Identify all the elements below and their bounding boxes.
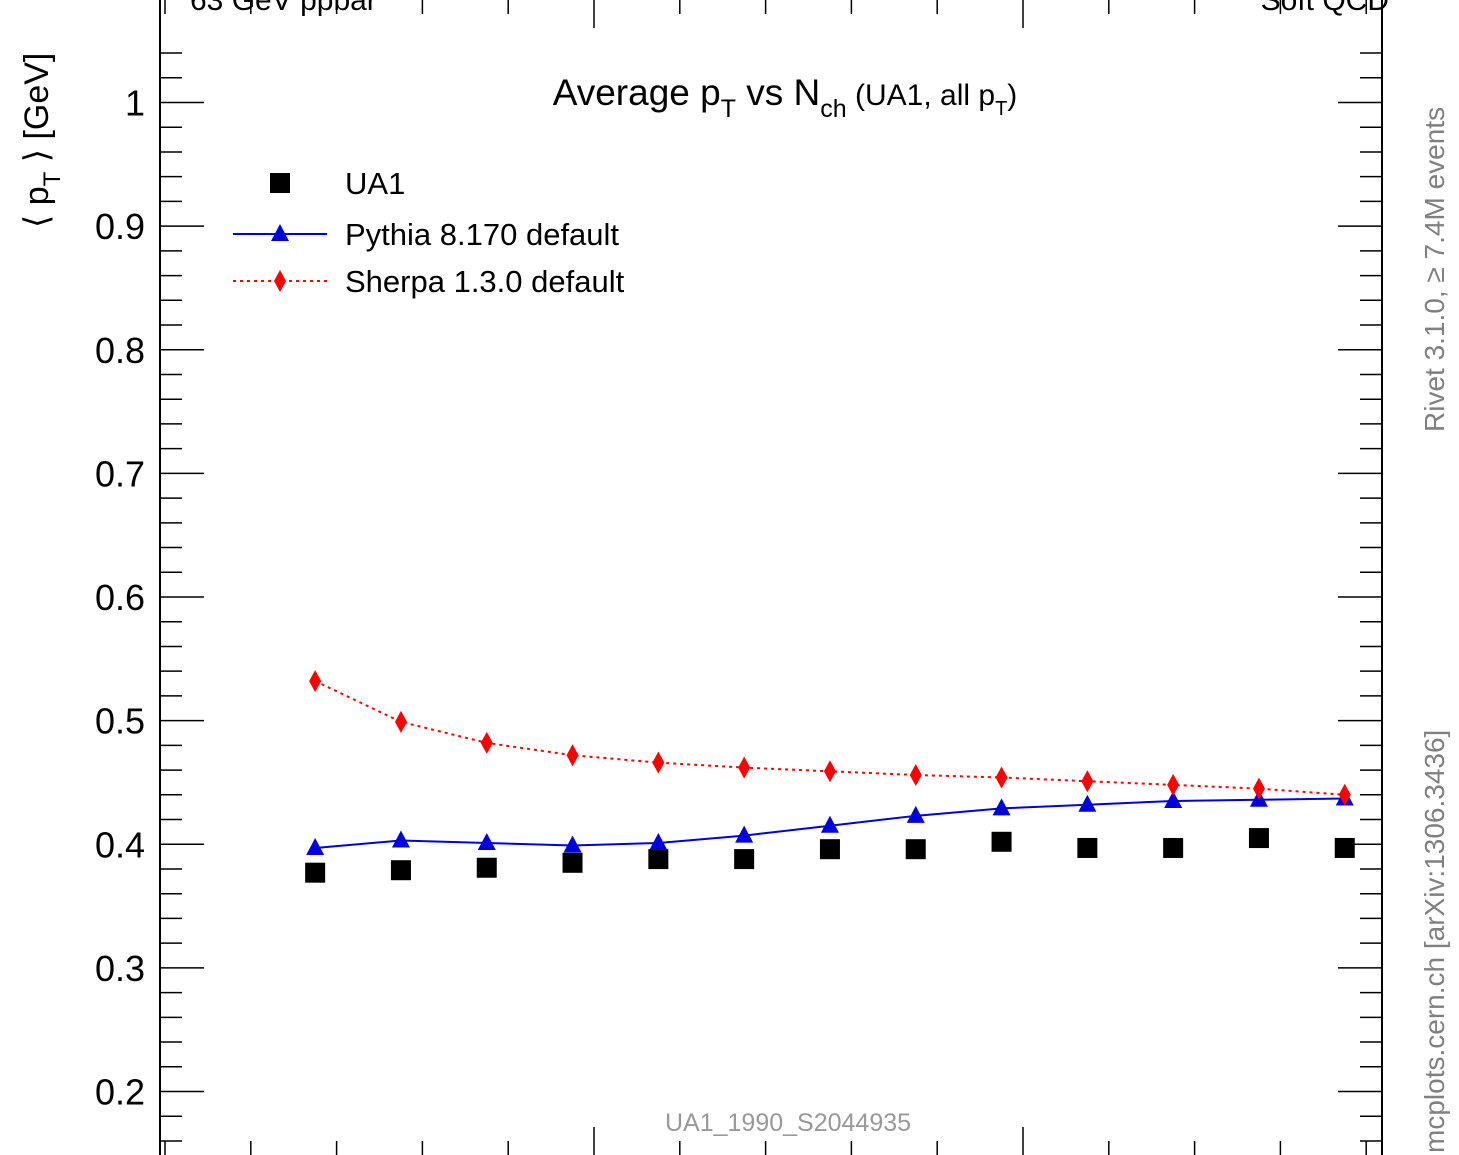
data-point-square: [1248, 828, 1269, 849]
y-tick-label: 0.7: [95, 453, 145, 494]
data-point-diamond: [1338, 783, 1351, 806]
data-point-diamond: [652, 751, 665, 774]
y-tick-label: 0.4: [95, 824, 145, 865]
data-point-diamond: [1081, 770, 1094, 793]
y-tick-label: 0.9: [95, 206, 145, 247]
legend-marker-diamond: [274, 270, 286, 292]
data-point-triangle: [563, 835, 582, 853]
y-tick-label: 0.5: [95, 701, 145, 742]
mcplots-info-label: mcplots.cern.ch [arXiv:1306.3436]: [1419, 729, 1450, 1153]
data-point-square: [562, 852, 583, 873]
y-tick-label: 0.3: [95, 948, 145, 989]
chart-title: Average pT vs Nch (UA1, all pT): [553, 72, 1018, 123]
data-point-triangle: [649, 833, 668, 851]
y-axis-label: ⟨ pT ⟩ [GeV]: [18, 53, 66, 228]
legend-label: UA1: [345, 166, 405, 201]
data-point-diamond: [995, 766, 1008, 789]
data-point-triangle: [1078, 794, 1097, 812]
header-right-label: Soft QCD: [1260, 0, 1389, 17]
legend-label: Sherpa 1.3.0 default: [345, 264, 625, 299]
data-point-square: [991, 831, 1012, 852]
y-tick-label: 0.6: [95, 577, 145, 618]
data-point-triangle: [735, 825, 754, 843]
data-point-square: [819, 839, 840, 860]
axis-ticks: [160, 0, 1382, 1155]
legend-marker-square: [270, 173, 290, 193]
rivet-info-label: Rivet 3.1.0, ≥ 7.4M events: [1419, 106, 1450, 432]
legend: UA1 Pythia 8.170 default Sherpa 1.3.0 defa…: [233, 166, 625, 299]
data-point-triangle: [477, 833, 496, 851]
data-point-diamond: [480, 731, 493, 754]
data-point-diamond: [1252, 777, 1265, 800]
series-layer: [305, 670, 1355, 883]
data-point-diamond: [1167, 773, 1180, 796]
data-point-triangle: [906, 805, 925, 823]
data-point-diamond: [394, 710, 407, 733]
data-point-diamond: [823, 760, 836, 783]
data-point-square: [648, 849, 669, 870]
data-point-square: [390, 860, 411, 881]
data-point-diamond: [738, 756, 751, 779]
data-point-triangle: [820, 815, 839, 833]
data-point-triangle: [1164, 790, 1183, 808]
data-point-triangle: [992, 798, 1011, 816]
data-point-triangle: [391, 830, 410, 848]
data-point-diamond: [309, 670, 322, 693]
data-point-diamond: [566, 744, 579, 767]
watermark-label: UA1_1990_S2044935: [665, 1109, 911, 1137]
data-point-square: [305, 862, 326, 883]
data-point-square: [1334, 837, 1355, 858]
data-point-square: [476, 857, 497, 878]
data-point-square: [734, 849, 755, 870]
data-point-diamond: [909, 764, 922, 787]
data-point-triangle: [306, 837, 325, 855]
y-tick-labels: 0.2 0.3 0.4 0.5 0.6 0.7 0.8 0.9 1: [95, 83, 145, 1113]
data-point-square: [1077, 837, 1098, 858]
legend-label: Pythia 8.170 default: [345, 217, 619, 252]
plot-frame: [159, 0, 1383, 1155]
y-tick-label: 1: [125, 83, 145, 124]
data-point-square: [905, 839, 926, 860]
y-tick-label: 0.2: [95, 1072, 145, 1113]
header-left-label: 63 GeV ppbar: [190, 0, 377, 17]
data-point-square: [1163, 837, 1184, 858]
legend-marker-triangle: [271, 224, 289, 241]
y-tick-label: 0.8: [95, 330, 145, 371]
